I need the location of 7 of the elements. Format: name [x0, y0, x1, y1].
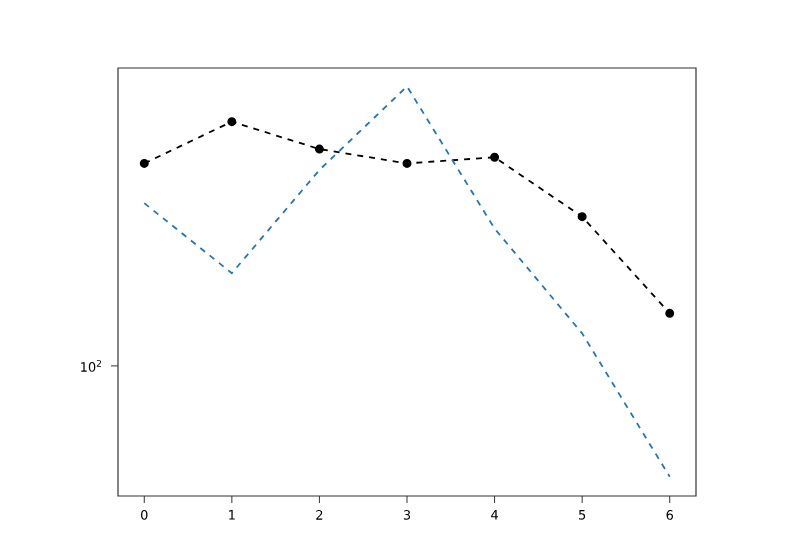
- point: [314, 144, 324, 154]
- point: [490, 152, 500, 162]
- point: [577, 212, 587, 222]
- point: [665, 308, 675, 318]
- point: [227, 117, 237, 127]
- point: [139, 158, 149, 168]
- point: [402, 158, 412, 168]
